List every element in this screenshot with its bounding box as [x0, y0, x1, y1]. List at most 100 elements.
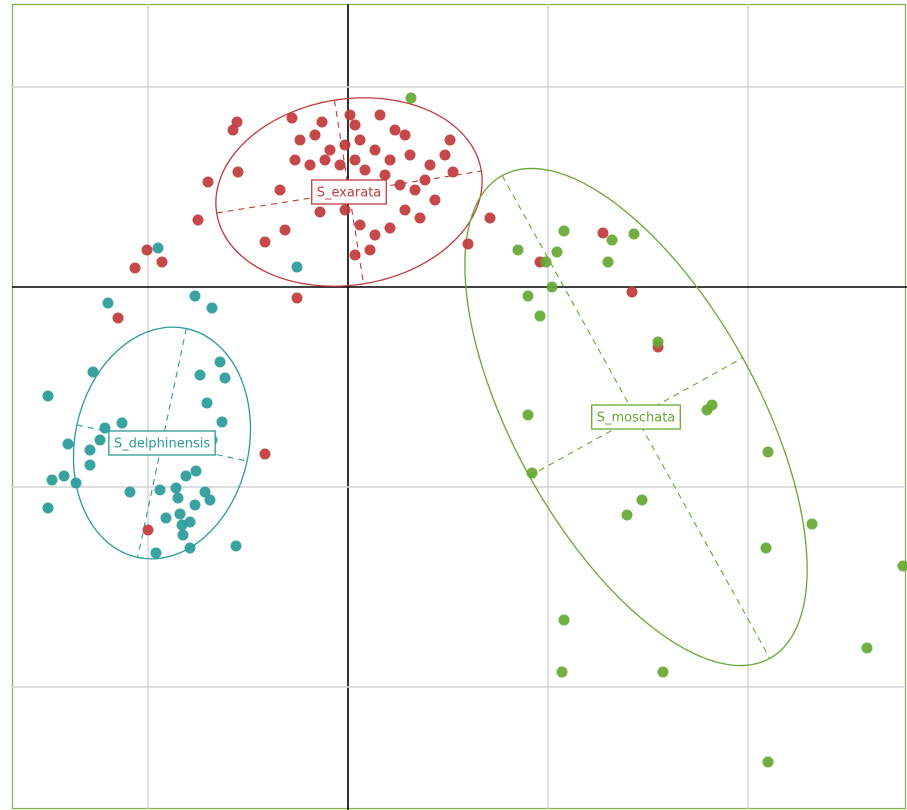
point	[621, 509, 633, 521]
point	[291, 261, 303, 273]
point	[230, 540, 242, 552]
point	[526, 467, 538, 479]
point	[46, 474, 58, 486]
point	[354, 134, 366, 146]
ellipse-axis	[137, 328, 187, 558]
point	[112, 312, 124, 324]
point	[628, 228, 640, 240]
point	[184, 542, 196, 554]
point	[172, 492, 184, 504]
point	[259, 236, 271, 248]
point	[194, 369, 206, 381]
point	[160, 512, 172, 524]
point	[379, 169, 391, 181]
point	[551, 246, 563, 258]
point	[289, 154, 301, 166]
point	[58, 470, 70, 482]
point	[170, 482, 182, 494]
point	[150, 547, 162, 559]
point	[657, 666, 669, 678]
point	[359, 164, 371, 176]
point	[87, 366, 99, 378]
point	[626, 286, 638, 298]
point	[142, 524, 154, 536]
point	[214, 356, 226, 368]
point	[364, 244, 376, 256]
point	[84, 459, 96, 471]
point	[334, 159, 346, 171]
point	[192, 214, 204, 226]
point	[462, 238, 474, 250]
point	[534, 310, 546, 322]
point	[606, 234, 618, 246]
point	[184, 516, 196, 528]
point	[319, 154, 331, 166]
point	[409, 184, 421, 196]
point	[129, 262, 141, 274]
point	[429, 194, 441, 206]
point	[309, 129, 321, 141]
point	[349, 119, 361, 131]
point	[760, 542, 772, 554]
point	[180, 470, 192, 482]
point	[399, 129, 411, 141]
point	[597, 227, 609, 239]
point	[354, 219, 366, 231]
point	[602, 256, 614, 268]
point	[484, 212, 496, 224]
point	[190, 465, 202, 477]
point	[349, 249, 361, 261]
point	[522, 290, 534, 302]
point	[199, 486, 211, 498]
point	[405, 92, 417, 104]
point	[522, 409, 534, 421]
point	[219, 372, 231, 384]
point	[424, 159, 436, 171]
point	[444, 134, 456, 146]
point	[70, 477, 82, 489]
point	[636, 494, 648, 506]
point	[189, 290, 201, 302]
point	[202, 176, 214, 188]
point	[339, 139, 351, 151]
point	[806, 518, 818, 530]
point	[861, 642, 873, 654]
point	[291, 292, 303, 304]
point	[384, 222, 396, 234]
point	[762, 446, 774, 458]
point	[339, 204, 351, 216]
point	[42, 502, 54, 514]
point	[558, 225, 570, 237]
point	[314, 206, 326, 218]
ellipse-axis	[76, 424, 248, 462]
point	[344, 109, 356, 121]
point	[259, 448, 271, 460]
point	[369, 144, 381, 156]
point	[141, 244, 153, 256]
point	[62, 438, 74, 450]
point	[394, 179, 406, 191]
point	[84, 444, 96, 456]
point	[316, 116, 328, 128]
point	[294, 134, 306, 146]
point	[201, 397, 213, 409]
point	[701, 404, 713, 416]
point	[414, 212, 426, 224]
point	[399, 204, 411, 216]
point	[177, 529, 189, 541]
point	[286, 112, 298, 124]
point	[384, 154, 396, 166]
point	[152, 242, 164, 254]
point	[124, 486, 136, 498]
point	[156, 256, 168, 268]
point	[274, 184, 286, 196]
point	[652, 336, 664, 348]
point	[512, 244, 524, 256]
point	[232, 166, 244, 178]
point	[558, 614, 570, 626]
point	[42, 390, 54, 402]
point	[189, 499, 201, 511]
point	[227, 124, 239, 136]
point	[540, 256, 552, 268]
